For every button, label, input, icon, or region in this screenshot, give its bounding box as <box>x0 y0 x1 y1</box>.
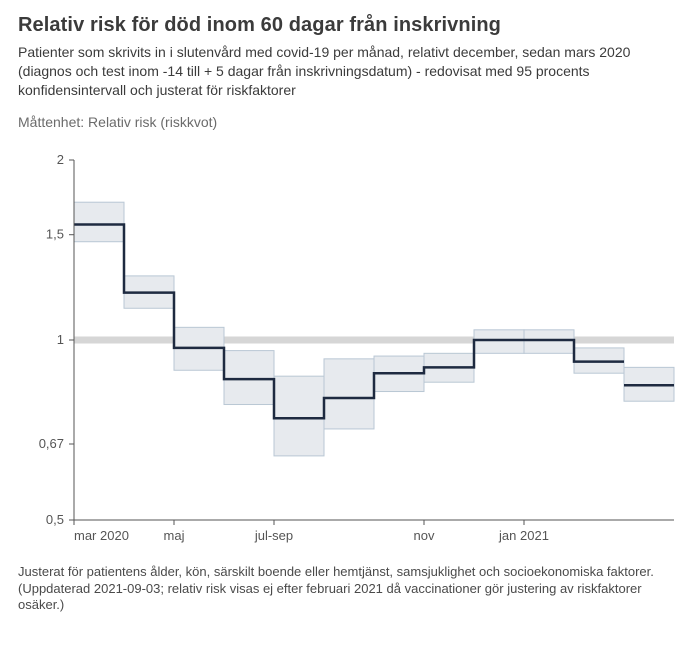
unit-label: Måttenhet: Relativ risk (riskkvot) <box>18 114 682 130</box>
chart-footnote: Justerat för patientens ålder, kön, särs… <box>18 564 682 615</box>
svg-text:maj: maj <box>164 528 185 543</box>
svg-text:jan 2021: jan 2021 <box>498 528 549 543</box>
svg-text:jul-sep: jul-sep <box>254 528 293 543</box>
svg-text:mar 2020: mar 2020 <box>74 528 129 543</box>
chart-area: 2 1,5 1 0,67 0,5 mar 2020 maj jul-sep nov jan 202… <box>18 136 682 556</box>
svg-text:nov: nov <box>414 528 435 543</box>
svg-text:1,5: 1,5 <box>46 226 64 241</box>
svg-text:0,5: 0,5 <box>46 512 64 527</box>
chart-subtitle: Patienter som skrivits in i slutenvård m… <box>18 43 682 100</box>
step-chart: 2 1,5 1 0,67 0,5 mar 2020 maj jul-sep nov jan 202… <box>18 136 682 556</box>
svg-text:2: 2 <box>57 152 64 167</box>
chart-title: Relativ risk för död inom 60 dagar från … <box>18 14 682 37</box>
svg-text:1: 1 <box>57 332 64 347</box>
svg-text:0,67: 0,67 <box>39 436 64 451</box>
